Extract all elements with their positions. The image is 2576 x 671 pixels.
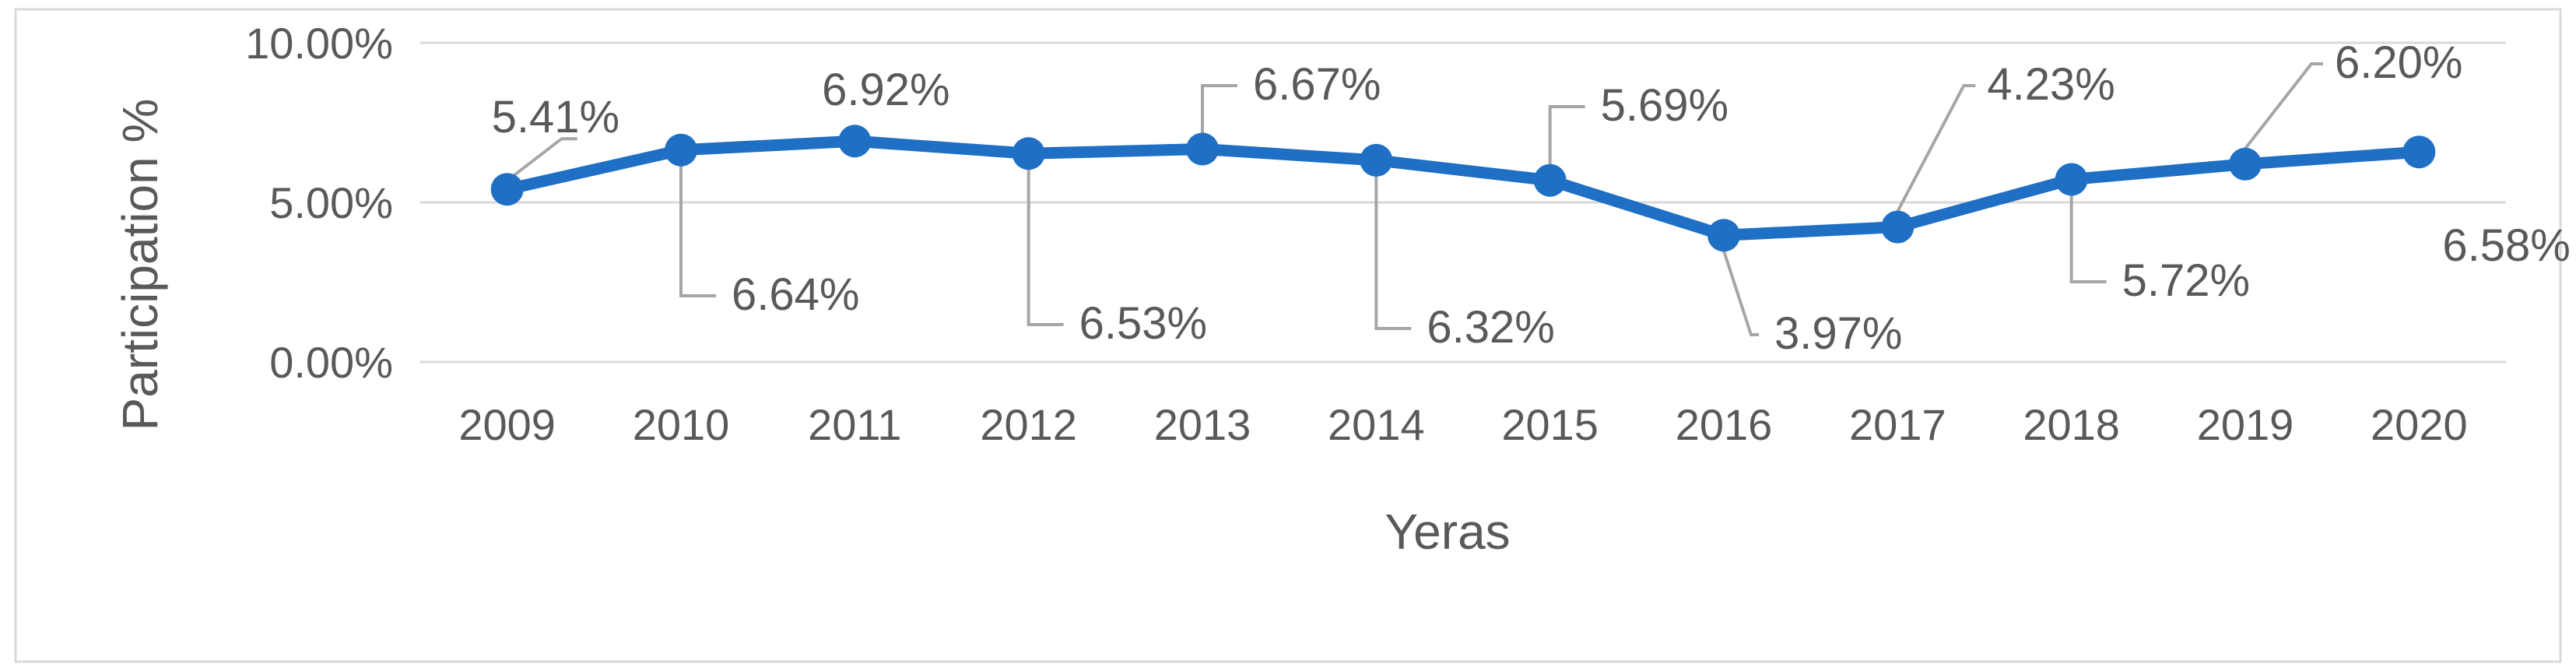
data-label-leader-lines bbox=[510, 62, 2323, 336]
leader-line bbox=[510, 137, 577, 179]
x-tick-label: 2017 bbox=[1849, 400, 1946, 449]
y-tick-label: 10.00% bbox=[245, 19, 393, 68]
leader-line bbox=[679, 165, 716, 297]
data-point bbox=[1533, 163, 1567, 197]
data-label: 3.97% bbox=[1774, 308, 1902, 359]
x-tick-label: 2013 bbox=[1154, 400, 1251, 449]
data-point bbox=[2229, 147, 2262, 181]
data-label: 5.41% bbox=[492, 92, 619, 142]
data-labels: 5.41% 6.64% 6.92% 6.53% 6.67% 6.32% 5.69% 3.97%… bbox=[492, 37, 2571, 359]
x-tick-label: 2011 bbox=[808, 400, 901, 449]
x-tick-label: 2019 bbox=[2197, 400, 2294, 449]
data-point bbox=[1012, 137, 1045, 170]
leader-line bbox=[1548, 105, 1585, 165]
data-point bbox=[1360, 143, 1393, 177]
x-tick-label: 2018 bbox=[2023, 400, 2120, 449]
leader-line bbox=[2069, 195, 2107, 283]
data-label: 6.20% bbox=[2335, 37, 2462, 88]
series-line-group bbox=[501, 135, 2425, 241]
data-point bbox=[2055, 163, 2088, 196]
x-tick-label: 2016 bbox=[1676, 400, 1773, 449]
data-label: 5.72% bbox=[2122, 255, 2250, 306]
x-tick-label: 2010 bbox=[633, 400, 730, 449]
chart-border bbox=[14, 8, 2562, 663]
leader-line bbox=[1896, 84, 1976, 213]
y-axis-tick-labels: 0.00% 5.00% 10.00% bbox=[245, 19, 393, 387]
data-label: 5.69% bbox=[1601, 80, 1728, 131]
y-tick-label: 5.00% bbox=[269, 178, 393, 227]
x-tick-label: 2009 bbox=[458, 400, 556, 449]
data-label: 6.67% bbox=[1253, 59, 1381, 110]
data-label: 6.58% bbox=[2442, 220, 2570, 271]
leader-line bbox=[1027, 169, 1064, 326]
data-label: 6.92% bbox=[822, 65, 949, 115]
data-point bbox=[838, 125, 872, 158]
x-tick-label: 2012 bbox=[980, 400, 1077, 449]
leader-line bbox=[1201, 84, 1237, 134]
data-label: 6.64% bbox=[732, 269, 859, 320]
x-tick-label: 2014 bbox=[1328, 400, 1425, 449]
y-tick-label: 0.00% bbox=[269, 338, 393, 387]
leader-line bbox=[1374, 175, 1412, 330]
data-point bbox=[1881, 210, 1914, 244]
data-label: 6.32% bbox=[1427, 302, 1554, 353]
data-point bbox=[2402, 135, 2436, 169]
data-label: 6.53% bbox=[1079, 298, 1207, 349]
data-point bbox=[1707, 219, 1740, 252]
data-point bbox=[665, 133, 697, 167]
x-axis-title: Yeras bbox=[1385, 504, 1510, 560]
data-points bbox=[490, 125, 2436, 252]
data-point bbox=[490, 173, 524, 206]
data-label: 4.23% bbox=[1987, 59, 2114, 110]
data-point bbox=[1186, 132, 1219, 166]
leader-line bbox=[2244, 62, 2323, 150]
x-tick-label: 2015 bbox=[1501, 400, 1599, 449]
leader-line bbox=[1722, 250, 1759, 336]
x-axis-tick-labels: 2009 2010 2011 2012 2013 2014 2015 2016 2017 2018… bbox=[458, 400, 2467, 449]
y-axis-title: Participation % bbox=[112, 99, 168, 431]
series-line bbox=[501, 135, 2425, 241]
gridlines bbox=[420, 41, 2506, 364]
x-tick-label: 2020 bbox=[2371, 400, 2468, 449]
